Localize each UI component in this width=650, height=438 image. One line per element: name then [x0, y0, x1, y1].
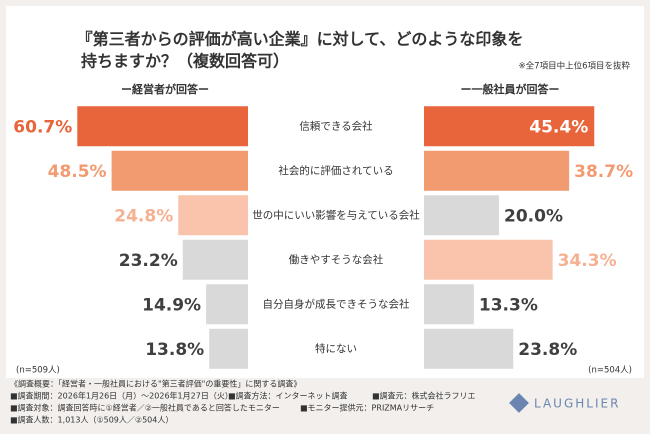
- bar: [424, 150, 570, 191]
- value-label: 13.3%: [479, 295, 538, 315]
- value-label: 20.0%: [504, 206, 563, 226]
- bar: [424, 239, 553, 280]
- value-label: 14.9%: [142, 295, 201, 315]
- category-label: 社会的に評価されている: [278, 164, 393, 177]
- value-label: 48.5%: [48, 162, 107, 182]
- value-label: 60.7%: [13, 117, 72, 137]
- footer-item: ■調査期間：2026年1月26日（月）〜2026年1月27日（火）: [10, 391, 233, 401]
- footer-heading: 《調査概要：「経営者・一般社員における"第三者評価"の重要性」に関する調査》: [10, 379, 301, 389]
- value-label: 24.8%: [114, 206, 173, 226]
- bar: [206, 284, 248, 325]
- category-label: 働きやすそうな会社: [289, 253, 384, 266]
- note: ※全7項目中上位6項目を抜粋: [519, 61, 631, 72]
- value-label: 34.3%: [558, 251, 617, 271]
- footer-item: ■調査対象：調査回答時に①経営者／②一般社員であると回答したモニター: [10, 403, 280, 413]
- title: 持ちますか？（複数回答可）: [81, 52, 289, 71]
- value-label: 13.8%: [145, 340, 204, 360]
- category-label: 信頼できる会社: [299, 119, 373, 132]
- category-label: 特にない: [315, 343, 357, 355]
- bar: [424, 106, 595, 147]
- footer-item: ■モニター提供元：PRIZMAリサーチ: [300, 403, 434, 413]
- logo: LAUGHLIER: [534, 397, 620, 411]
- category-label: 自分自身が成長できそうな会社: [263, 297, 410, 310]
- bar: [424, 328, 514, 369]
- n-label: (n=509人): [16, 366, 60, 376]
- footer-item: ■調査元：株式会社ラフリエ: [372, 391, 476, 401]
- bar: [111, 150, 248, 191]
- value-label: 23.2%: [119, 251, 178, 271]
- footer-item: ■調査方法：インターネット調査: [228, 391, 348, 401]
- bar: [178, 195, 248, 236]
- title: 『第三者からの評価が高い企業』に対して、どのような印象を: [77, 30, 524, 49]
- bar: [209, 328, 248, 369]
- bar: [424, 195, 499, 236]
- logo-mark: [509, 393, 529, 413]
- value-label: 38.7%: [574, 162, 633, 182]
- bar: [77, 106, 248, 147]
- panel: [6, 6, 644, 378]
- legend-right: ー一般社員が回答ー: [461, 82, 560, 96]
- category-label: 世の中にいい影響を与えている会社: [252, 208, 420, 221]
- footer-item: ■調査人数：1,013人（①509人／②504人）: [10, 415, 173, 425]
- value-label: 45.4%: [529, 117, 588, 137]
- n-label: (n=504人): [588, 366, 632, 376]
- value-label: 23.8%: [518, 340, 577, 360]
- bar: [424, 284, 474, 325]
- bar: [182, 239, 248, 280]
- legend-left: ー経営者が回答ー: [121, 82, 209, 96]
